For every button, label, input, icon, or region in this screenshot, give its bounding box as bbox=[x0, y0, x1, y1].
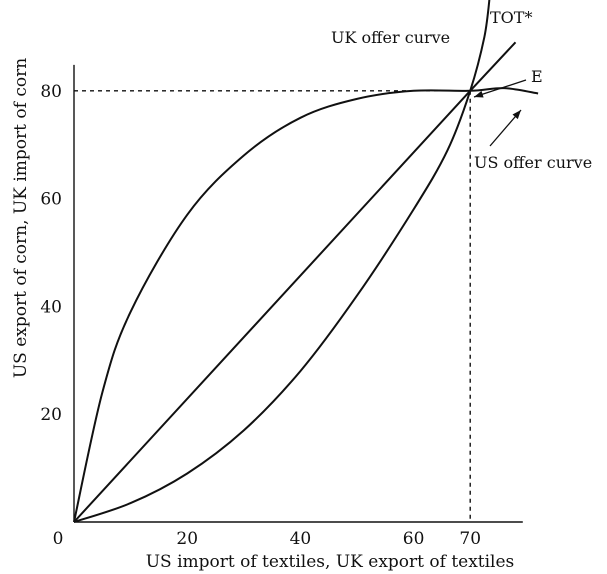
equilibrium-arrow-head bbox=[474, 90, 484, 98]
y-tick-label: 20 bbox=[40, 405, 62, 425]
x-tick-label: 60 bbox=[403, 529, 425, 549]
series-label-uk-offer-curve: UK offer curve bbox=[331, 28, 450, 47]
x-tick-label: 40 bbox=[290, 529, 312, 549]
x-tick-label: 70 bbox=[459, 529, 481, 549]
y-tick-label: 40 bbox=[40, 297, 62, 317]
equilibrium-arrow bbox=[473, 79, 527, 98]
x-tick-label: 0 bbox=[53, 529, 64, 549]
us-offer-curve-arrow bbox=[489, 109, 522, 147]
us-offer-curve-line bbox=[73, 87, 539, 523]
y-tick-label: 60 bbox=[40, 190, 62, 210]
tick-labels: 0 20 40 60 70 20 40 60 80 bbox=[40, 82, 481, 549]
annotation-arrows bbox=[473, 79, 527, 147]
curves bbox=[73, 0, 539, 523]
equilibrium-label: E bbox=[531, 67, 543, 86]
tot-line bbox=[73, 41, 517, 523]
series-label-tot: TOT* bbox=[490, 8, 532, 27]
equilibrium-arrow-shaft bbox=[473, 79, 527, 98]
x-tick-label: 20 bbox=[176, 529, 198, 549]
uk-offer-curve-line bbox=[73, 0, 491, 523]
y-axis-label: US export of corn, UK import of corn bbox=[11, 58, 31, 378]
y-tick-label: 80 bbox=[40, 82, 62, 102]
series-label-us-offer-curve: US offer curve bbox=[474, 153, 592, 172]
us-offer-curve-arrow-head bbox=[512, 110, 521, 120]
axes bbox=[73, 64, 523, 523]
x-axis-label: US import of textiles, UK export of text… bbox=[146, 552, 515, 572]
